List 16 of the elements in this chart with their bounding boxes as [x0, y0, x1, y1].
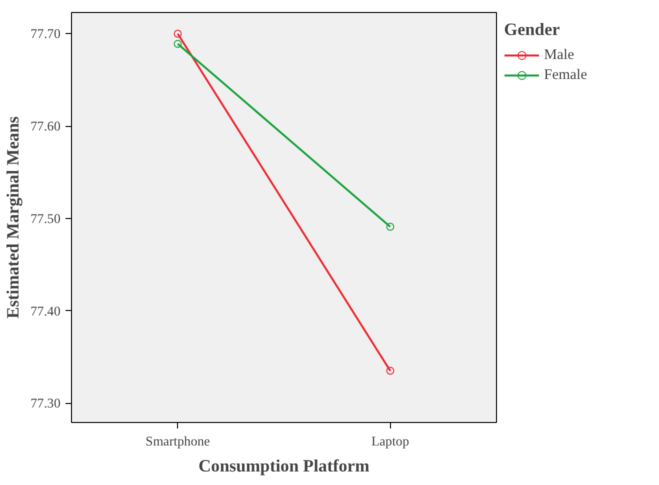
- point: [386, 222, 394, 231]
- point: [386, 366, 394, 375]
- point: [174, 30, 182, 38]
- x-tick-label: Smartphone: [146, 434, 210, 448]
- y-tick-label: 77.60: [30, 118, 61, 134]
- legend-title: Gender: [504, 20, 561, 40]
- y-tick-label: 77.50: [30, 210, 61, 226]
- y-axis-title: Estimated Marginal Means: [4, 116, 23, 319]
- legend-label: Female: [544, 66, 588, 84]
- x-tick-label: Laptop: [371, 434, 410, 448]
- y-tick-label: 77.30: [30, 396, 61, 411]
- legend-label: Male: [544, 46, 574, 64]
- y-tick-label: 77.40: [30, 303, 61, 318]
- point: [174, 40, 182, 48]
- y-tick-label: 77.70: [30, 26, 61, 42]
- x-axis-title: Consumption Platform: [198, 456, 370, 476]
